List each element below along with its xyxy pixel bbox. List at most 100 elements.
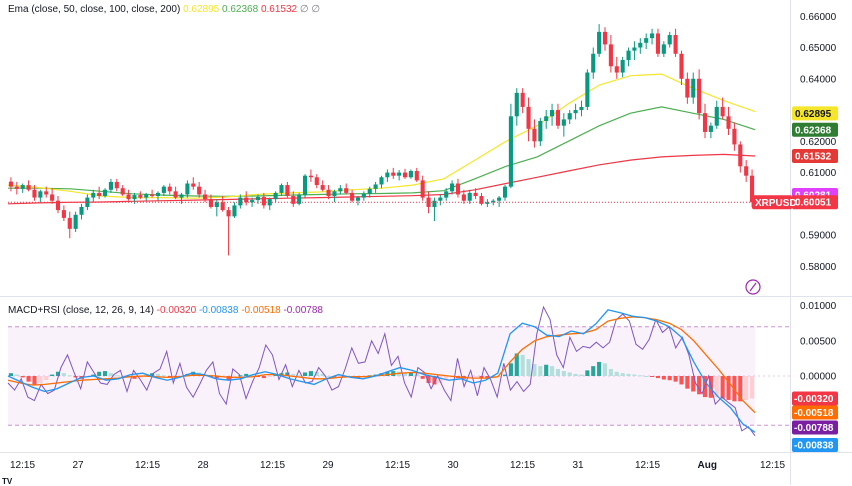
candle-body — [108, 181, 113, 190]
macd-histogram-bar — [261, 376, 266, 379]
candle-body — [444, 191, 449, 198]
macd-histogram-bar — [244, 373, 249, 376]
candle-body — [385, 172, 390, 178]
macd-histogram-bar — [385, 371, 390, 376]
macd-histogram-bar — [214, 376, 219, 379]
price-tick-label: 0.65000 — [800, 43, 837, 54]
candle-body — [661, 44, 666, 54]
candle-body — [61, 210, 66, 218]
macd-histogram-bar — [608, 368, 613, 376]
macd-histogram-bar — [697, 376, 702, 395]
time-tick-label: 31 — [573, 460, 585, 471]
time-tick-label: 12:15 — [510, 460, 535, 471]
candle-body — [291, 196, 296, 204]
macd-histogram-bar — [744, 376, 749, 400]
macd-histogram-bar — [61, 373, 66, 376]
candle-body — [479, 196, 484, 204]
candle-body — [397, 172, 402, 176]
macd-histogram-bar — [379, 373, 384, 376]
macd-histogram-bar — [508, 363, 513, 376]
macd-tick-label: 0.00500 — [800, 336, 837, 347]
macd-histogram-bar — [314, 371, 319, 376]
price-tick-label: 0.61000 — [800, 168, 837, 179]
macd-badge — [792, 405, 838, 420]
macd-legend-part: MACD+RSI (close, 12, 26, 9, 14) — [8, 305, 154, 316]
candle-body — [126, 194, 131, 200]
candle-body — [232, 205, 237, 217]
macd-histogram-bar — [97, 371, 102, 376]
macd-histogram-bar — [255, 376, 261, 377]
macd-histogram-bar — [532, 364, 537, 376]
macd-histogram-bar — [414, 373, 419, 376]
candle-body — [455, 183, 461, 195]
candle-body — [338, 188, 343, 192]
candle-body — [155, 192, 161, 197]
macd-badge-label: -0.00838 — [794, 440, 834, 451]
candle-body — [667, 35, 672, 45]
price-badge — [792, 106, 838, 121]
macd-histogram-bar — [102, 371, 108, 376]
candle-body — [420, 180, 425, 198]
candle-body — [244, 197, 249, 203]
macd-histogram-bar — [750, 376, 755, 399]
macd-histogram-bar — [585, 370, 590, 376]
macd-histogram-bar — [267, 376, 272, 377]
candle-body — [532, 128, 537, 142]
macd-histogram-bar — [597, 361, 602, 376]
candle-body — [273, 192, 278, 200]
macd-histogram-bar — [679, 376, 684, 385]
macd-histogram-bar — [602, 363, 608, 376]
candle-body — [650, 33, 655, 39]
candle-body — [697, 78, 702, 114]
candle-body — [350, 192, 355, 201]
macd-histogram-bar — [20, 376, 25, 378]
candle-body — [691, 78, 696, 98]
price-tick-label: 0.66000 — [800, 12, 837, 23]
ema-legend-part: ∅ ∅ — [297, 4, 320, 15]
candle-body — [520, 92, 525, 107]
price-badge — [792, 122, 838, 137]
candle-body — [285, 185, 290, 197]
time-tick-label: 30 — [448, 460, 460, 471]
candle-body — [508, 116, 513, 187]
candle-body — [526, 106, 531, 129]
candle-body — [320, 185, 325, 190]
candle-body — [302, 175, 308, 196]
macd-legend-part: -0.00788 — [281, 305, 324, 316]
candle-body — [555, 110, 561, 126]
macd-histogram-bar — [285, 372, 290, 376]
candle-body — [367, 188, 372, 194]
macd-histogram-bar — [567, 372, 572, 376]
candle-body — [261, 196, 266, 206]
time-tick-label: 12:15 — [10, 460, 35, 471]
macd-histogram-bar — [573, 373, 578, 376]
macd-histogram-bar — [644, 376, 649, 377]
candle-body — [173, 191, 178, 198]
candle-body — [438, 197, 443, 201]
candle-body — [38, 191, 43, 198]
candle-body — [208, 199, 213, 207]
macd-histogram-bar — [626, 373, 631, 376]
candle-body — [502, 186, 508, 198]
macd-histogram-bar — [402, 373, 408, 376]
macd-histogram-bar — [408, 372, 413, 376]
time-tick-label: 12:15 — [385, 460, 410, 471]
candle-body — [750, 175, 755, 203]
candle-body — [567, 113, 572, 120]
candle-body — [702, 113, 708, 132]
time-scale-border — [0, 452, 852, 453]
candle-body — [361, 193, 366, 198]
macd-histogram-bar — [673, 376, 678, 382]
candle-body — [414, 171, 419, 181]
macd-histogram-bar — [138, 376, 143, 379]
candle-body — [344, 188, 349, 193]
macd-legend-part: -0.00518 — [238, 305, 281, 316]
candle-body — [432, 200, 437, 207]
macd-signal-line — [7, 316, 756, 414]
macd-histogram-bar — [438, 376, 443, 384]
candle-body — [50, 194, 55, 201]
macd-histogram-bar — [132, 376, 137, 379]
macd-histogram-bar — [91, 374, 96, 376]
candle-body — [279, 185, 284, 193]
